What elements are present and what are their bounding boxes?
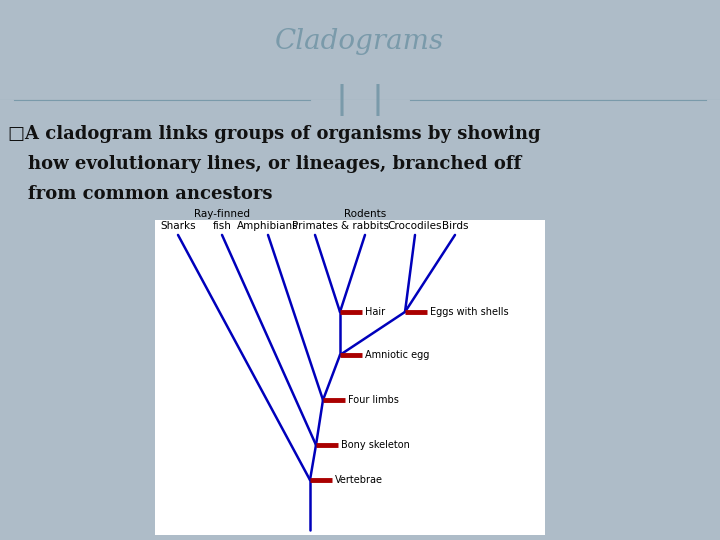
Text: Hair: Hair: [365, 307, 385, 317]
Text: Four limbs: Four limbs: [348, 395, 399, 405]
Text: Amniotic egg: Amniotic egg: [365, 350, 429, 360]
Text: Bony skeleton: Bony skeleton: [341, 440, 410, 450]
Bar: [155, 220, 545, 535]
Text: Amphibians: Amphibians: [237, 221, 299, 231]
Text: Crocodiles: Crocodiles: [388, 221, 442, 231]
Text: Primates: Primates: [292, 221, 338, 231]
Text: Ray-finned
fish: Ray-finned fish: [194, 210, 250, 231]
Text: Cladograms: Cladograms: [275, 29, 445, 56]
Text: Birds: Birds: [442, 221, 468, 231]
Text: Sharks: Sharks: [160, 221, 196, 231]
Text: how evolutionary lines, or lineages, branched off: how evolutionary lines, or lineages, bra…: [28, 155, 521, 173]
Text: Vertebrae: Vertebrae: [335, 475, 383, 485]
Text: from common ancestors: from common ancestors: [28, 185, 272, 203]
Text: □A cladogram links groups of organisms by showing: □A cladogram links groups of organisms b…: [8, 125, 541, 143]
Text: Eggs with shells: Eggs with shells: [430, 307, 508, 317]
Text: Rodents
& rabbits: Rodents & rabbits: [341, 210, 389, 231]
